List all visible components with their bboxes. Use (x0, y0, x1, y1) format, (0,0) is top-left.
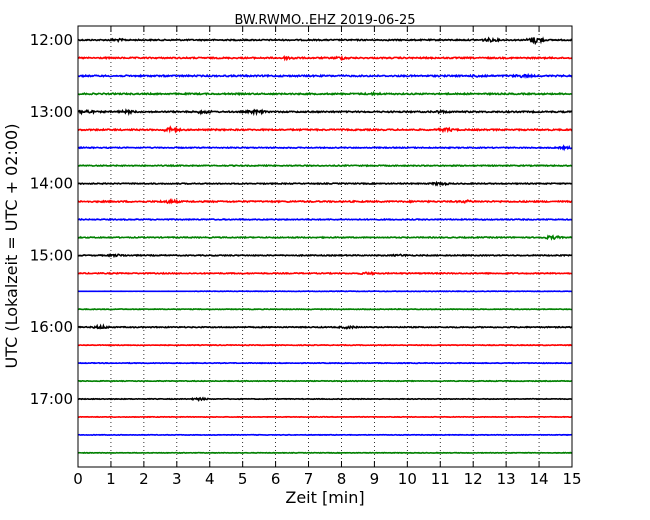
seismogram-trace (77, 415, 573, 419)
grid-lines (110, 26, 540, 467)
seismogram-trace (77, 361, 573, 365)
y-tick-label: 15:00 (30, 246, 73, 264)
chart-title: BW.RWMO..EHZ 2019-06-25 (234, 13, 415, 28)
x-tick-label: 4 (205, 470, 215, 488)
seismogram-trace (77, 163, 573, 168)
x-tick-label: 10 (398, 470, 417, 488)
seismogram-trace (77, 198, 573, 205)
seismogram-trace (77, 144, 573, 152)
x-tick-label: 13 (497, 470, 516, 488)
x-axis: 0 1 2 3 4 5 6 7 8 9 10 11 12 13 14 15 (73, 26, 582, 488)
x-tick-label: 1 (106, 470, 116, 488)
seismogram-trace (77, 379, 573, 383)
seismogram-trace (77, 90, 573, 97)
seismogram-trace (77, 125, 573, 134)
y-tick-label: 14:00 (30, 175, 73, 193)
trace-group (77, 36, 573, 455)
y-tick-label: 13:00 (30, 103, 73, 121)
seismogram-trace (77, 343, 573, 347)
x-tick-label: 9 (370, 470, 380, 488)
seismogram-trace (77, 108, 573, 117)
plot-frame (77, 25, 573, 468)
x-tick-label: 14 (530, 470, 549, 488)
seismogram-trace (77, 72, 573, 79)
seismogram-trace (77, 323, 573, 330)
x-tick-label: 15 (562, 470, 581, 488)
y-tick-label: 16:00 (30, 318, 73, 336)
x-tick-label: 5 (238, 470, 248, 488)
seismogram-trace (77, 234, 573, 241)
x-tick-label: 11 (431, 470, 450, 488)
x-tick-label: 12 (464, 470, 483, 488)
seismogram-trace (77, 270, 573, 276)
y-axis: 12:00 13:00 14:00 15:00 16:00 17:00 (30, 31, 572, 408)
seismogram-trace (77, 396, 573, 403)
x-tick-label: 6 (271, 470, 281, 488)
x-tick-label: 8 (337, 470, 347, 488)
seismogram-trace (77, 433, 573, 437)
seismogram-trace (77, 180, 573, 187)
seismogram-trace (77, 54, 573, 62)
seismogram-trace (77, 451, 573, 455)
seismogram-trace (77, 36, 573, 46)
y-tick-label: 17:00 (30, 390, 73, 408)
x-tick-label: 0 (73, 470, 83, 488)
x-tick-label: 3 (172, 470, 182, 488)
seismogram-trace (77, 217, 573, 222)
y-tick-label: 12:00 (30, 31, 73, 49)
seismogram-trace (77, 253, 573, 259)
seismogram-trace (77, 290, 573, 293)
x-tick-label: 7 (304, 470, 314, 488)
x-axis-label: Zeit [min] (285, 488, 364, 507)
x-tick-label: 2 (139, 470, 149, 488)
seismogram-trace (78, 307, 573, 311)
y-axis-label: UTC (Lokalzeit = UTC + 02:00) (2, 124, 21, 369)
